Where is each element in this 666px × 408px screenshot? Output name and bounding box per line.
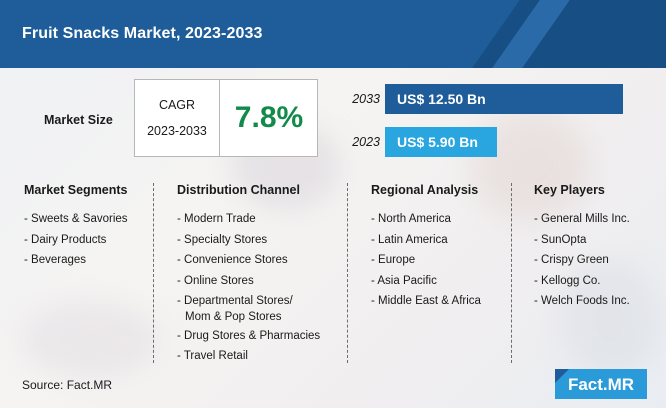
list-item: - Travel Retail xyxy=(177,346,320,367)
list-item-text: - Dairy Products xyxy=(24,233,107,246)
list-item: - General Mills Inc. xyxy=(534,209,630,230)
column-market-segments: Market Segments - Sweets & Savories - Dai… xyxy=(24,183,128,271)
segments-grid: Market Segments - Sweets & Savories - Dai… xyxy=(0,183,666,363)
bar-value-label: US$ 12.50 Bn xyxy=(397,91,486,107)
logo-text: Fact.MR xyxy=(568,375,634,394)
list-item-text: - Beverages xyxy=(24,254,87,266)
list-item: - Departmental Stores/Mom & Pop Stores xyxy=(177,291,320,324)
bar-year-label: 2023 xyxy=(352,135,380,149)
column-list: - North America - Latin America - Europe - … xyxy=(371,209,481,312)
list-item: - Kellogg Co. xyxy=(534,271,630,292)
list-item: - Welch Foods Inc. xyxy=(534,291,630,312)
list-item-text: - SunOpta xyxy=(534,233,587,246)
page-title: Fruit Snacks Market, 2023-2033 xyxy=(22,25,263,42)
list-item: - Latin America xyxy=(371,230,481,251)
column-heading: Distribution Channel xyxy=(177,183,300,197)
list-item-text: - Latin America xyxy=(371,233,448,246)
background-blob xyxy=(20,300,160,380)
list-item: - Sweets & Savories xyxy=(24,209,128,230)
column-list: - Modern Trade - Specialty Stores - Conven… xyxy=(177,209,320,367)
list-item: - SunOpta xyxy=(534,230,630,251)
cagr-value: 7.8% xyxy=(234,101,304,134)
list-item: - Online Stores xyxy=(177,271,320,292)
column-divider xyxy=(511,183,512,363)
column-list: - Sweets & Savories - Dairy Products - Bev… xyxy=(24,209,128,271)
cagr-divider xyxy=(219,80,220,156)
column-key-players: Key Players - General Mills Inc. - SunOpt… xyxy=(534,183,630,312)
list-item-text: - Departmental Stores/ xyxy=(177,295,293,307)
column-distribution-channel: Distribution Channel - Modern Trade - Spe… xyxy=(177,183,320,367)
list-item-text: - Modern Trade xyxy=(177,213,256,225)
list-item-text: - Europe xyxy=(371,254,416,266)
header-banner: Fruit Snacks Market, 2023-2033 xyxy=(0,0,666,68)
list-item-text: - Drug Stores & Pharmacies xyxy=(177,329,321,342)
column-heading: Regional Analysis xyxy=(371,183,479,197)
list-item-text: - Travel Retail xyxy=(177,350,248,362)
list-item-text: - Specialty Stores xyxy=(177,233,268,246)
column-regional-analysis: Regional Analysis - North America - Latin… xyxy=(371,183,481,312)
column-heading: Key Players xyxy=(534,183,605,197)
cagr-box: CAGR 2023-2033 7.8% xyxy=(134,79,318,157)
list-item: - Modern Trade xyxy=(177,209,320,230)
list-item: - Crispy Green xyxy=(534,250,630,271)
bar-year-label: 2033 xyxy=(352,92,380,106)
list-item-text: - Middle East & Africa xyxy=(371,295,481,307)
bar-value-label: US$ 5.90 Bn xyxy=(397,134,478,150)
list-item: - Dairy Products xyxy=(24,230,128,251)
source-note: Source: Fact.MR xyxy=(22,378,113,392)
market-size-label: Market Size xyxy=(44,113,113,127)
list-item-text: - Online Stores xyxy=(177,274,254,287)
market-size-bar: US$ 5.90 Bn xyxy=(385,127,497,157)
cagr-years: 2023-2033 xyxy=(147,124,207,138)
background-blob xyxy=(560,260,660,380)
list-item: - Europe xyxy=(371,250,481,271)
list-item: - Middle East & Africa xyxy=(371,291,481,312)
market-size-bar: US$ 12.50 Bn xyxy=(385,84,623,114)
list-item-text: - Asia Pacific xyxy=(371,274,437,287)
list-item: - Asia Pacific xyxy=(371,271,481,292)
factmr-logo: Fact.MR xyxy=(555,369,647,399)
list-item: - Drug Stores & Pharmacies xyxy=(177,326,320,347)
list-item-text: - Crispy Green xyxy=(534,254,609,266)
column-divider xyxy=(153,183,154,363)
list-item-text: - Welch Foods Inc. xyxy=(534,295,630,307)
column-list: - General Mills Inc. - SunOpta - Crispy Gr… xyxy=(534,209,630,312)
cagr-label: CAGR xyxy=(158,98,196,112)
list-item-text: - Sweets & Savories xyxy=(24,213,128,225)
list-item-text: - Kellogg Co. xyxy=(534,274,601,287)
list-item: - North America xyxy=(371,209,481,230)
list-item: - Beverages xyxy=(24,250,128,271)
list-item: - Specialty Stores xyxy=(177,230,320,251)
list-item-continuation: Mom & Pop Stores xyxy=(185,310,282,323)
list-item-text: - General Mills Inc. xyxy=(534,213,630,225)
list-item-text: - Convenience Stores xyxy=(177,254,288,266)
list-item-text: - North America xyxy=(371,213,451,225)
column-divider xyxy=(347,183,348,363)
column-heading: Market Segments xyxy=(24,183,128,197)
list-item: - Convenience Stores xyxy=(177,250,320,271)
